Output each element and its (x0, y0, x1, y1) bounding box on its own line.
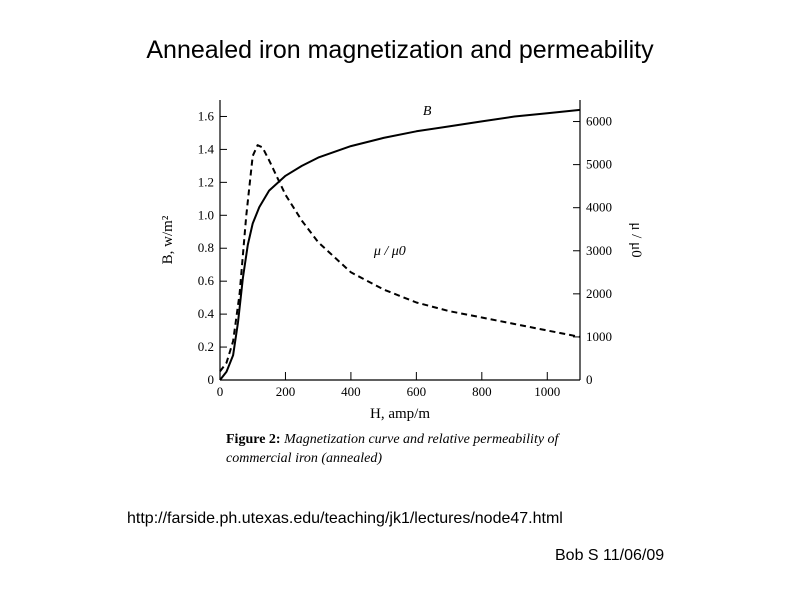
figure-caption: Figure 2: Magnetization curve and relati… (226, 430, 646, 468)
y-left-tick-label: 0.2 (198, 339, 214, 354)
series-permeability-line (219, 144, 581, 373)
figure-caption-line1: Magnetization curve and relative permeab… (284, 432, 559, 447)
chart-series (219, 108, 581, 381)
annotation-b: B (423, 104, 432, 119)
chart-labels: 0 200 400 600 800 1000 0 0.2 0.4 0.6 0.8 1.0 1.2 1.4 1… (160, 104, 644, 422)
y-axis-left-label: B, w/m² (160, 215, 176, 264)
y-left-tick-label: 1.4 (198, 141, 215, 156)
y-right-tick-label: 3000 (586, 243, 612, 258)
x-tick-label: 0 (217, 384, 224, 399)
chart-axes (219, 100, 581, 381)
y-left-tick-label: 1.0 (198, 207, 214, 222)
x-tick-label: 600 (407, 384, 427, 399)
figure-label: Figure 2: (226, 432, 281, 447)
source-url[interactable]: http://farside.ph.utexas.edu/teaching/jk… (127, 510, 563, 527)
y-right-tick-label: 5000 (586, 157, 612, 172)
y-axis-right-label: μ / μ0 (628, 222, 644, 257)
y-left-tick-label: 0 (208, 372, 215, 387)
slide-title: Annealed iron magnetization and permeabi… (146, 36, 654, 64)
x-tick-label: 200 (276, 384, 296, 399)
y-right-tick-label: 0 (586, 372, 593, 387)
y-left-tick-label: 0.6 (198, 273, 215, 288)
y-right-tick-label: 2000 (586, 286, 612, 301)
series-b-line (219, 108, 581, 381)
y-right-tick-label: 4000 (586, 200, 612, 215)
y-right-tick-label: 1000 (586, 329, 612, 344)
figure-caption-line2: commercial iron (annealed) (226, 451, 383, 466)
annotation-permeability: μ / μ0 (373, 244, 406, 259)
x-axis-label: H, amp/m (370, 406, 430, 422)
y-left-tick-label: 0.8 (198, 240, 214, 255)
x-tick-label: 400 (341, 384, 361, 399)
y-left-tick-label: 0.4 (198, 306, 215, 321)
author-date: Bob S 11/06/09 (555, 547, 665, 564)
y-left-tick-label: 1.6 (198, 108, 215, 123)
y-right-tick-label: 6000 (586, 114, 612, 129)
x-tick-label: 800 (472, 384, 492, 399)
x-tick-label: 1000 (534, 384, 560, 399)
y-left-tick-label: 1.2 (198, 174, 214, 189)
